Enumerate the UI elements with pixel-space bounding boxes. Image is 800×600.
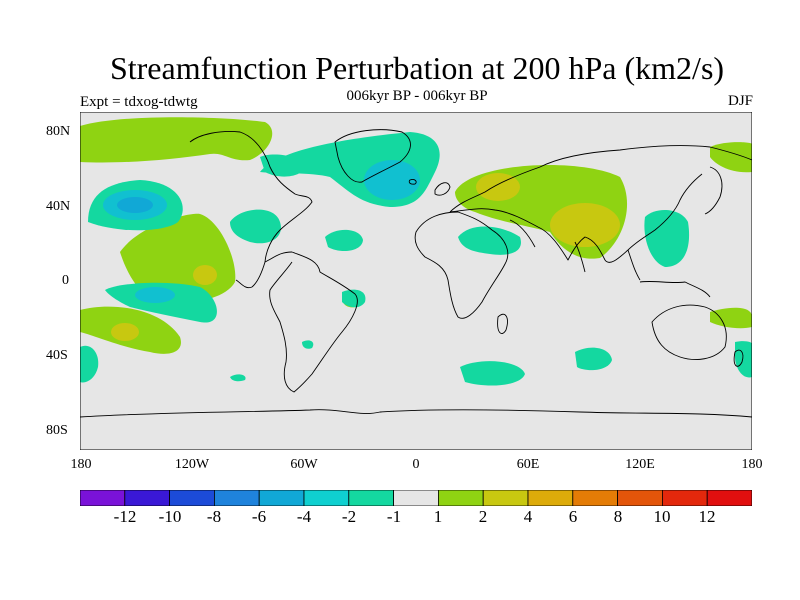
coastline-south-america [269,251,358,393]
anomaly-east-asia-neg [644,210,690,267]
colorbar-label-neg6: -6 [251,507,267,526]
coastline-madagascar [497,313,508,334]
colorbar-swatch-10 [527,490,574,506]
lat-label-eq: 0 [62,273,69,288]
colorbar-label-pos4: 4 [523,507,533,526]
negative-anomaly-cores [103,160,420,303]
anomaly-small-south-neg [230,374,246,382]
colorbar-swatch-13 [662,490,708,506]
colorbar-label-pos12: 12 [698,507,716,526]
colorbar-swatch-8 [437,490,484,506]
colorbar-swatch-5 [303,490,350,506]
coastline-british-isles [434,182,451,196]
anomaly-south-america-neg [302,340,314,349]
core-north-atlantic [364,160,420,200]
coastline-australia [651,304,727,360]
lon-label-120w: 120W [174,457,210,472]
colorbar-swatch-1 [124,490,170,506]
coastline-indonesia [639,280,711,298]
colorbar-swatch-2 [169,490,215,506]
anomaly-north-pacific-pos [80,117,273,163]
anomaly-south-africa-neg [460,361,525,386]
lat-label-80n: 80N [46,124,71,139]
colorbar-label-neg12: -12 [113,507,137,526]
coastline-greenland [334,129,411,183]
colorbar-label-pos1: 1 [433,507,443,526]
core-mediterranean [476,173,520,201]
positive-anomaly-cores [111,173,620,341]
coastline-eurasia-south [449,173,703,263]
coastline-new-zealand [733,349,744,367]
coastline-iceland [408,179,417,185]
anomaly-africa-neg [458,226,521,255]
anomaly-sw-pacific-pos [710,307,752,329]
colorbar-swatch-6 [348,490,394,506]
anomaly-atlantic-neg [325,229,363,252]
anomaly-southeast-pacific-neg [80,345,99,383]
lat-label-80s: 80S [46,423,68,438]
core-east-pacific [193,265,217,285]
coastline-japan [704,166,723,215]
season-label: DJF [727,93,753,109]
plot-title: Streamfunction Perturbation at 200 hPa (… [109,50,725,86]
colorbar-label-pos10: 10 [653,507,671,526]
coastline-central-america [235,279,253,289]
coastline-indochina [627,249,641,281]
colorbar [80,490,752,506]
coastline-arabia [509,219,536,248]
core-north-pacific-inner [117,197,153,213]
coastline-north-america-west [189,131,313,288]
negative-anomaly-regions [80,132,752,386]
lat-label-40n: 40N [46,199,71,214]
colorbar-label-pos2: 2 [478,507,488,526]
anomaly-tropical-pacific-neg [105,282,217,323]
lon-label-60w: 60W [290,457,318,472]
colorbar-swatch-11 [572,490,618,506]
colorbar-label-neg4: -4 [296,507,312,526]
lon-label-180w: 180 [70,457,92,472]
coastlines [80,129,752,418]
experiment-label: Expt = tdxog-tdwtg [80,94,198,110]
plot-subtitle: 006kyr BP - 006kyr BP [346,88,488,104]
colorbar-swatch-0 [80,490,126,506]
colorbar-swatch-3 [213,490,260,506]
core-south-pacific [111,323,139,341]
colorbar-label-pos6: 6 [568,507,578,526]
lon-label-0: 0 [412,457,420,472]
colorbar-label-pos8: 8 [613,507,623,526]
lat-label-40s: 40S [46,348,68,363]
colorbar-label-neg2: -2 [341,507,357,526]
core-india [550,203,620,247]
core-tropical-pacific [135,287,175,303]
coastline-eurasia-north [449,145,752,213]
coastline-antarctica [80,409,752,418]
anomaly-north-america-neg [230,209,281,244]
lon-label-60e: 60E [516,457,540,472]
anomaly-brazil-neg [342,289,366,308]
colorbar-label-neg1: -1 [386,507,402,526]
colorbar-swatch-7 [393,490,439,506]
coastline-india [574,241,586,273]
coastline-africa [414,211,509,319]
colorbar-swatch-9 [482,490,529,506]
lon-label-180e: 180 [741,457,763,472]
colorbar-label-neg8: -8 [206,507,222,526]
world-map [80,112,752,450]
colorbar-swatch-12 [617,490,663,506]
anomaly-indian-ocean-neg [575,347,612,371]
colorbar-label-neg10: -10 [158,507,182,526]
coastline-gulf [264,251,293,263]
colorbar-swatch-4 [258,490,305,506]
colorbar-swatch-14 [706,490,752,506]
lon-label-120e: 120E [625,457,655,472]
